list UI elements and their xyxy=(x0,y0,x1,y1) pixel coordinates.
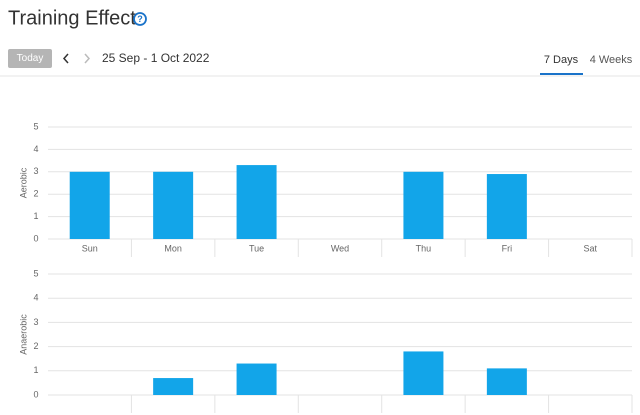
page-title: Training Effect xyxy=(8,7,136,29)
y-tick-label: 0 xyxy=(33,389,38,399)
x-tick-label: Sat xyxy=(584,243,598,253)
x-tick-label: Sun xyxy=(82,243,98,253)
bar xyxy=(153,171,194,239)
next-arrow[interactable] xyxy=(84,53,91,64)
bar xyxy=(486,174,527,239)
y-tick-label: 5 xyxy=(33,121,38,131)
y-tick-label: 3 xyxy=(33,317,38,327)
today-label: Today xyxy=(17,53,44,64)
y-tick-label: 5 xyxy=(33,268,38,278)
help-icon[interactable] xyxy=(133,12,147,26)
prev-arrow[interactable] xyxy=(62,53,69,64)
x-tick-label: Thu xyxy=(416,243,432,253)
tab[interactable]: 7 Days xyxy=(544,54,579,66)
date-range: 25 Sep - 1 Oct 2022 xyxy=(102,51,210,65)
bar xyxy=(486,368,527,395)
y-tick-label: 0 xyxy=(33,233,38,243)
active-tab-underline xyxy=(540,73,583,75)
help-mark: ? xyxy=(137,14,143,24)
bar xyxy=(69,171,110,239)
bar xyxy=(403,351,444,395)
bar xyxy=(403,171,444,239)
x-tick-label: Tue xyxy=(249,243,264,253)
bar xyxy=(236,363,277,395)
y-tick-label: 1 xyxy=(33,365,38,375)
y-tick-label: 3 xyxy=(33,166,38,176)
today-button[interactable] xyxy=(8,49,52,68)
bar xyxy=(236,165,277,239)
y-tick-label: 2 xyxy=(33,189,38,199)
y-tick-label: 4 xyxy=(33,293,38,303)
y-axis-title: Anaerobic xyxy=(18,314,28,355)
y-tick-label: 2 xyxy=(33,341,38,351)
y-axis-title: Aerobic xyxy=(18,167,28,198)
y-tick-label: 4 xyxy=(33,144,38,154)
x-tick-label: Wed xyxy=(331,243,349,253)
y-tick-label: 1 xyxy=(33,211,38,221)
x-tick-label: Fri xyxy=(502,243,513,253)
bar xyxy=(153,378,194,395)
x-tick-label: Mon xyxy=(164,243,182,253)
tab[interactable]: 4 Weeks xyxy=(590,54,633,66)
